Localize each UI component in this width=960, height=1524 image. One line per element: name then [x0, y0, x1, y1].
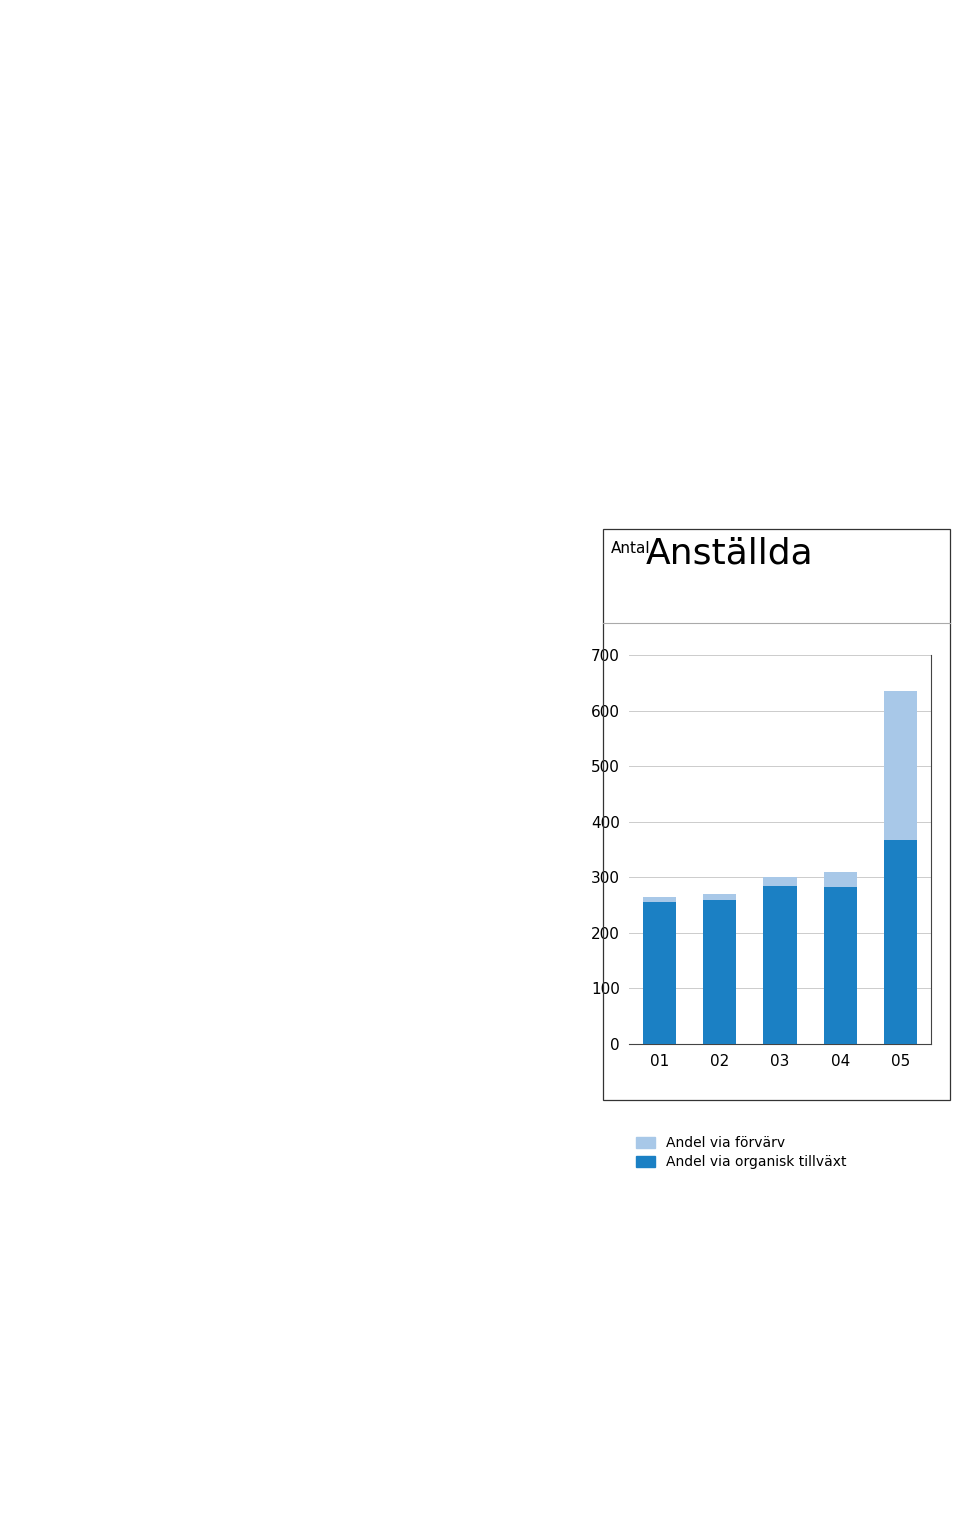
Bar [703, 901, 736, 1044]
Bar [703, 895, 736, 901]
Bar [763, 885, 797, 1044]
Legend: Andel via förvärv, Andel via organisk tillväxt: Andel via förvärv, Andel via organisk ti… [636, 1137, 847, 1169]
Bar [642, 896, 676, 902]
Text: Antal: Antal [611, 541, 650, 556]
Bar [884, 840, 918, 1044]
Text: Anställda: Anställda [646, 536, 814, 570]
Bar [884, 692, 918, 840]
Bar [824, 872, 857, 887]
Bar [824, 887, 857, 1044]
Bar [642, 902, 676, 1044]
Bar [763, 878, 797, 885]
